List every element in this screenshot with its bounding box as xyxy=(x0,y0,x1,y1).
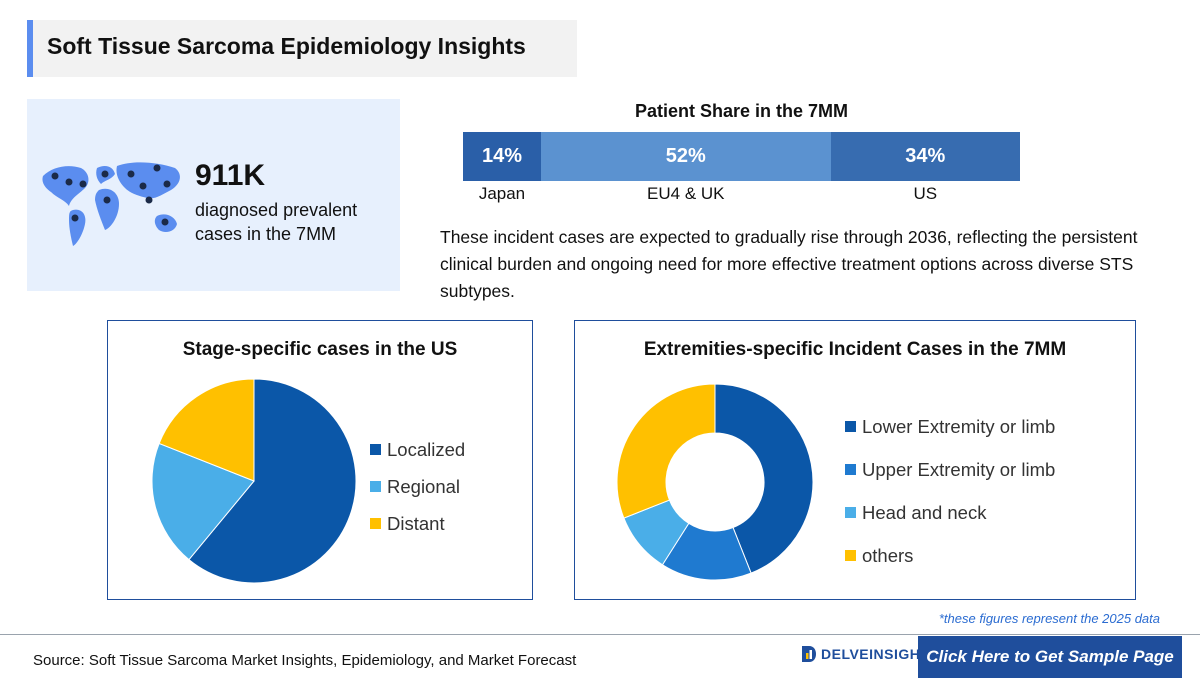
page-title: Soft Tissue Sarcoma Epidemiology Insight… xyxy=(47,33,526,59)
extremities-chart-title: Extremities-specific Incident Cases in t… xyxy=(643,339,1067,360)
legend-label: Distant xyxy=(387,512,445,534)
legend-label: Regional xyxy=(387,475,461,497)
legend-item: Lower Extremity or limb xyxy=(845,405,1055,448)
logo-text: DELVEINSIGHT xyxy=(821,646,930,662)
legend-item: Localized xyxy=(370,431,465,468)
legend-label: Localized xyxy=(387,438,466,460)
share-segment-1: 52% xyxy=(540,132,831,181)
legend-swatch xyxy=(845,421,856,432)
prevalent-cases-value: 911K xyxy=(195,159,266,192)
legend-item: Regional xyxy=(370,468,465,505)
share-region-label-0: Japan xyxy=(478,184,526,203)
slice-regional xyxy=(151,442,255,561)
slice-lower-extremity-or-limb xyxy=(714,383,814,574)
legend-swatch xyxy=(370,444,381,455)
stage-chart-title: Stage-specific cases in the US xyxy=(182,339,458,360)
legend-swatch xyxy=(370,518,381,529)
extremities-chart-legend: Lower Extremity or limb Upper Extremity o… xyxy=(845,405,1055,577)
legend-label: others xyxy=(862,544,914,566)
legend-label: Head and neck xyxy=(862,501,987,523)
get-sample-page-button[interactable]: Click Here to Get Sample Page xyxy=(918,636,1182,678)
patient-share-bar: 14% 52% 34% xyxy=(463,132,1020,181)
share-region-label-1: EU4 & UK xyxy=(647,184,725,203)
world-map-patients-icon xyxy=(42,162,180,246)
legend-swatch xyxy=(370,481,381,492)
patient-share-title: Patient Share in the 7MM xyxy=(634,101,849,121)
delveinsight-logo-icon xyxy=(802,646,816,662)
incidence-trend-text: These incident cases are expected to gra… xyxy=(440,227,1138,301)
legend-label: Upper Extremity or limb xyxy=(862,458,1056,480)
legend-swatch xyxy=(845,464,856,475)
prevalent-cases-description: diagnosed prevalent cases in the 7MM xyxy=(195,200,358,244)
title-banner: Soft Tissue Sarcoma Epidemiology Insight… xyxy=(27,20,577,77)
legend-item: Distant xyxy=(370,505,465,542)
footer-divider xyxy=(0,634,1200,635)
stage-chart-legend: Localized Regional Distant xyxy=(370,431,465,542)
stage-pie-chart xyxy=(151,378,357,584)
extremities-chart-panel: Extremities-specific Incident Cases in t… xyxy=(574,320,1136,600)
source-citation: Source: Soft Tissue Sarcoma Market Insig… xyxy=(33,652,577,669)
slice-others xyxy=(616,383,716,519)
delveinsight-logo[interactable]: DELVEINSIGHT xyxy=(800,644,929,664)
stage-chart-panel: Stage-specific cases in the US Localized… xyxy=(107,320,533,600)
legend-item: Upper Extremity or limb xyxy=(845,448,1055,491)
slice-localized xyxy=(188,378,357,584)
legend-item: others xyxy=(845,534,1055,577)
patient-share-labels: Japan EU4 & UK US xyxy=(463,184,1020,208)
share-region-label-2: US xyxy=(913,184,938,203)
legend-item: Head and neck xyxy=(845,491,1055,534)
legend-swatch xyxy=(845,550,856,561)
extremities-donut-chart xyxy=(616,383,814,581)
share-segment-2: 34% xyxy=(830,132,1020,181)
share-segment-0: 14% xyxy=(463,132,541,181)
slice-distant xyxy=(158,378,255,482)
prevalence-card: 911K diagnosed prevalent cases in the 7M… xyxy=(27,99,400,291)
legend-label: Lower Extremity or limb xyxy=(862,415,1056,437)
data-year-footnote: *these figures represent the 2025 data xyxy=(938,611,1160,626)
legend-swatch xyxy=(845,507,856,518)
